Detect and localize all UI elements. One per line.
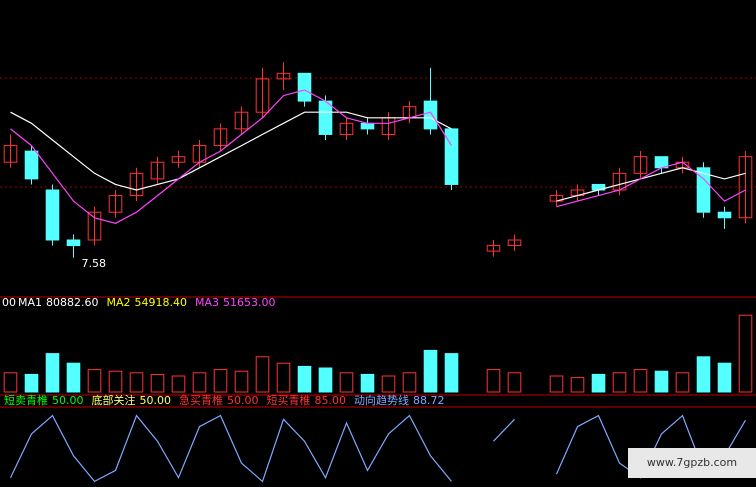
volume-bar	[24, 373, 39, 393]
volume-bar	[45, 353, 60, 393]
line-series	[10, 111, 746, 202]
line-series	[10, 89, 746, 224]
volume-bar	[696, 356, 711, 393]
legend-name: 底部关注	[92, 393, 136, 407]
volume-bar	[591, 373, 606, 393]
volume-bar	[129, 372, 144, 393]
volume-bar	[171, 375, 186, 393]
volume-bar	[507, 372, 522, 393]
legend-value: 88.72	[413, 394, 445, 407]
volume-bar	[339, 372, 354, 393]
volume-bar	[318, 367, 333, 393]
volume-bar	[423, 349, 438, 393]
legend-value: 51653.00	[223, 296, 276, 309]
volume-bar	[738, 314, 753, 393]
legend-value: 50.00	[227, 394, 259, 407]
candle-body	[717, 211, 732, 219]
volume-bar	[444, 353, 459, 393]
candle-body	[507, 239, 522, 247]
watermark: www.7gpzb.com	[647, 456, 737, 469]
volume-bar	[87, 369, 102, 393]
candle-body	[549, 195, 564, 202]
candle-body	[150, 161, 165, 180]
volume-bar	[255, 356, 270, 393]
low-annotation: 7.58	[82, 257, 107, 270]
volume-bar	[717, 362, 732, 393]
candle-body	[276, 72, 291, 80]
candle-body	[213, 128, 228, 147]
legend-name: MA1	[18, 296, 42, 309]
candle-body	[738, 156, 753, 219]
volume-bar	[276, 362, 291, 393]
volume-bar	[360, 373, 375, 393]
candle-body	[129, 172, 144, 197]
volume-bar	[486, 369, 501, 393]
volume-bar	[654, 370, 669, 393]
legend-name: 短买青椎	[267, 393, 311, 407]
volume-bar	[66, 362, 81, 393]
candle-body	[45, 189, 60, 241]
volume-bar	[549, 375, 564, 393]
legend-name: MA3	[195, 296, 219, 309]
legend-value: 80882.60	[46, 296, 99, 309]
legend-value: 54918.40	[135, 296, 188, 309]
volume-bar	[3, 372, 18, 393]
legend-name: 急买青椎	[179, 393, 223, 407]
candle-body	[423, 100, 438, 130]
volume-bar	[612, 372, 627, 393]
volume-bar	[570, 377, 585, 393]
candle-body	[24, 150, 39, 180]
legend-value: 85.00	[315, 394, 347, 407]
candle-body	[444, 128, 459, 185]
volume-bar	[675, 372, 690, 393]
legend-name: 动向趋势线	[354, 393, 409, 407]
legend-value: 50.00	[140, 394, 172, 407]
candle-body	[696, 167, 711, 213]
volume-bar	[402, 372, 417, 393]
legend-prefix: 00	[2, 296, 16, 309]
candle-body	[339, 122, 354, 135]
candle-body	[360, 122, 375, 130]
volume-bar	[633, 369, 648, 393]
legend-name: MA2	[107, 296, 131, 309]
volume-bar	[108, 370, 123, 393]
volume-bar	[381, 375, 396, 393]
legend-value: 50.00	[52, 394, 84, 407]
volume-bar	[297, 365, 312, 393]
candle-body	[486, 245, 501, 252]
candle-body	[66, 239, 81, 247]
candle-body	[255, 78, 270, 113]
candle-body	[633, 156, 648, 174]
candle-body	[3, 145, 18, 163]
candle-body	[108, 195, 123, 213]
candle-body	[234, 111, 249, 130]
watermark-box	[628, 448, 756, 478]
volume-bar	[150, 373, 165, 393]
volume-bar	[213, 369, 228, 393]
candle-body	[318, 100, 333, 135]
candle-body	[297, 72, 312, 102]
candle-body	[87, 211, 102, 241]
candle-body	[171, 156, 186, 163]
legend-name: 短卖青椎	[4, 393, 48, 407]
volume-bar	[192, 372, 207, 393]
volume-bar	[234, 370, 249, 393]
